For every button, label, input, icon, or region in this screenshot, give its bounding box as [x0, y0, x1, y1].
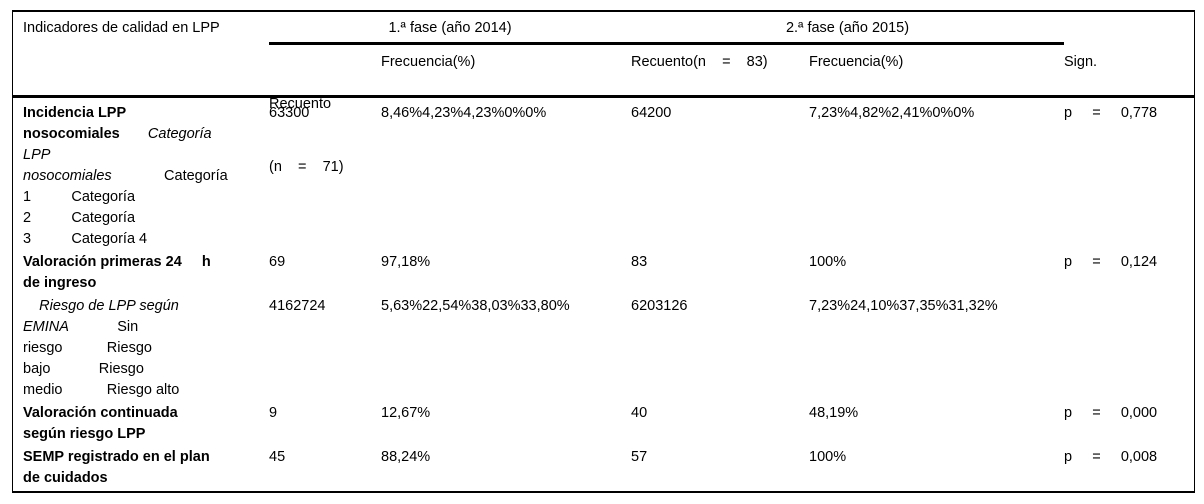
label-segment: 1 Categoría — [23, 189, 136, 205]
table-body: Incidencia LPP nosocomiales Categoría LPP n… — [13, 98, 1194, 491]
row-label-line: SEMP registrado en el plan — [23, 447, 263, 468]
label-segment: según riesgo LPP — [23, 426, 146, 442]
label-segment: Incidencia LPP — [23, 105, 127, 121]
row-label-line: Valoración primeras 24 h — [23, 252, 263, 273]
label-segment: medio Riesgo alto — [23, 382, 180, 398]
label-segment: Categoría — [111, 168, 228, 184]
cell-frecuencia-fase1: 8,46%4,23%4,23%0%0% — [381, 105, 547, 121]
label-segment: EMINA — [23, 319, 69, 335]
column-header-recuento-phase1: Recuento (n = 71) — [269, 45, 381, 220]
header-phase-row-spacer — [1064, 12, 1194, 45]
table-row: SEMP registrado en el plan de cuidados 45 8… — [13, 447, 1194, 491]
row-label-line: Incidencia LPP — [23, 103, 263, 124]
cell-frecuencia-fase2: 7,23%4,82%2,41%0%0% — [809, 105, 975, 121]
table-row: Valoración continuada según riesgo LPP 9 12… — [13, 403, 1194, 447]
row-label: SEMP registrado en el plan de cuidados — [13, 447, 269, 489]
cell-frecuencia-fase2: 100% — [809, 449, 847, 465]
row-label-line: según riesgo LPP — [23, 424, 263, 445]
cell-recuento-fase1: 4162724 — [269, 298, 326, 314]
label-segment: bajo Riesgo — [23, 361, 144, 377]
cell-frecuencia-fase2: 48,19% — [809, 405, 859, 421]
row-label-line: de cuidados — [23, 468, 263, 489]
row-label-line: nosocomiales Categoría — [23, 124, 263, 145]
row-label: Incidencia LPP nosocomiales Categoría LPP n… — [13, 103, 269, 250]
label-segment: LPP — [23, 147, 51, 163]
cell-recuento-fase1: 45 — [269, 449, 286, 465]
table-row: Incidencia LPP nosocomiales Categoría LPP n… — [13, 103, 1194, 252]
label-segment: Sin — [68, 319, 139, 335]
row-label: Valoración primeras 24 h de ingreso — [13, 252, 269, 294]
row-label-line: 3 Categoría 4 — [23, 229, 263, 250]
label-segment: nosocomiales — [23, 168, 112, 184]
quality-indicators-table: Indicadores de calidad en LPP 1.ª fase (… — [12, 10, 1195, 493]
row-label-line: LPP — [23, 145, 263, 166]
column-header-sign: Sign. — [1064, 54, 1098, 70]
row-label-line: riesgo Riesgo — [23, 338, 263, 359]
row-label-line: EMINA Sin — [23, 317, 263, 338]
recuento-phase1-line1: Recuento — [269, 96, 332, 112]
row-label-line: 2 Categoría — [23, 208, 263, 229]
row-label-line: Riesgo de LPP según — [23, 296, 263, 317]
column-header-phase1: 1.ª fase (año 2014) — [269, 12, 631, 45]
cell-recuento-fase2: 83 — [631, 254, 648, 270]
row-label-line: medio Riesgo alto — [23, 380, 263, 401]
cell-recuento-fase2: 40 — [631, 405, 648, 421]
label-segment: Categoría — [119, 126, 212, 142]
column-header-phase2: 2.ª fase (año 2015) — [631, 12, 1064, 45]
label-segment: de cuidados — [23, 470, 108, 486]
cell-recuento-fase2: 57 — [631, 449, 648, 465]
cell-frecuencia-fase1: 97,18% — [381, 254, 431, 270]
cell-recuento-fase2: 6203126 — [631, 298, 688, 314]
table-row: Valoración primeras 24 h de ingreso 69 97,1… — [13, 252, 1194, 296]
cell-frecuencia-fase1: 88,24% — [381, 449, 431, 465]
recuento-phase1-line2: (n = 71) — [269, 159, 344, 175]
cell-frecuencia-fase1: 5,63%22,54%38,03%33,80% — [381, 298, 570, 314]
cell-recuento-fase1: 69 — [269, 254, 286, 270]
row-label: Valoración continuada según riesgo LPP — [13, 403, 269, 445]
label-segment: 2 Categoría — [23, 210, 136, 226]
table-header-sub-row: Recuento (n = 71) Frecuencia(%) Recuento… — [13, 45, 1194, 175]
cell-sign: p = 0,124 — [1064, 254, 1158, 270]
label-segment: 3 Categoría 4 — [23, 231, 148, 247]
row-label-line: Valoración continuada — [23, 403, 263, 424]
cell-sign: p = 0,008 — [1064, 449, 1158, 465]
row-label-line: nosocomiales Categoría — [23, 166, 263, 187]
row-label-line: 1 Categoría — [23, 187, 263, 208]
label-segment: Valoración continuada — [23, 405, 178, 421]
cell-recuento-fase1: 9 — [269, 405, 278, 421]
column-header-recuento-phase2: Recuento(n = 83) — [631, 54, 768, 70]
column-header-frecuencia-phase2: Frecuencia(%) — [809, 54, 904, 70]
cell-frecuencia-fase2: 100% — [809, 254, 847, 270]
cell-recuento-fase2: 64200 — [631, 105, 672, 121]
row-label-line: bajo Riesgo — [23, 359, 263, 380]
label-segment: SEMP registrado en el plan — [23, 449, 210, 465]
label-segment: Valoración primeras 24 h — [23, 254, 211, 270]
table-row: Riesgo de LPP según EMINA Sin riesgo Riesg… — [13, 296, 1194, 403]
label-segment: Riesgo de LPP según — [23, 298, 179, 314]
cell-recuento-fase1: 63300 — [269, 105, 310, 121]
row-label: Riesgo de LPP según EMINA Sin riesgo Riesg… — [13, 296, 269, 401]
cell-sign: p = 0,000 — [1064, 405, 1158, 421]
label-segment: nosocomiales — [23, 126, 120, 142]
label-segment: riesgo Riesgo — [23, 340, 152, 356]
table-header-phase-row: Indicadores de calidad en LPP 1.ª fase (… — [13, 12, 1194, 45]
label-segment: de ingreso — [23, 275, 97, 291]
column-header-indicadores: Indicadores de calidad en LPP — [23, 20, 220, 36]
cell-frecuencia-fase2: 7,23%24,10%37,35%31,32% — [809, 298, 998, 314]
cell-sign: p = 0,778 — [1064, 105, 1158, 121]
table-header: Indicadores de calidad en LPP 1.ª fase (… — [13, 12, 1194, 175]
column-header-frecuencia-phase1: Frecuencia(%) — [381, 54, 476, 70]
row-label-line: de ingreso — [23, 273, 263, 294]
cell-frecuencia-fase1: 12,67% — [381, 405, 431, 421]
